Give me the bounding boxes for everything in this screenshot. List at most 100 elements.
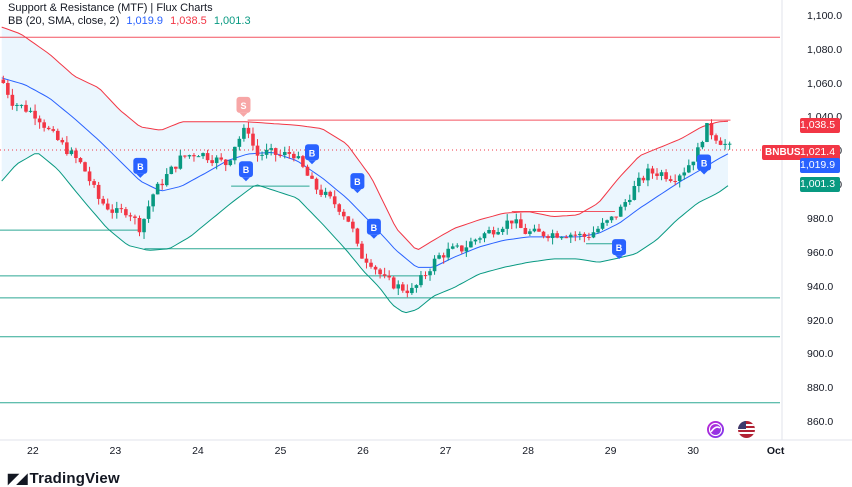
buy-signal-marker: B [350, 173, 365, 194]
candle-body [233, 146, 237, 161]
date-tick-label: 22 [27, 445, 39, 457]
candle-body [96, 184, 101, 199]
date-tick-label: 28 [522, 445, 534, 457]
candle-body [205, 153, 210, 161]
bollinger-legend: BB (20, SMA, close, 2) 1,019.9 1,038.5 1… [8, 15, 251, 28]
date-tick-label: 23 [109, 445, 122, 457]
candle-body [305, 166, 310, 176]
signal-markers: B S B B B B B B [133, 96, 712, 260]
signal-box [238, 161, 253, 178]
candle-body [655, 173, 659, 176]
tradingview-logo-icon: ◤◢ [8, 470, 27, 486]
date-tick-label: 25 [274, 445, 287, 457]
candle-body [282, 152, 287, 156]
candle-body [582, 233, 587, 237]
candle-body [632, 186, 637, 200]
candle-body [346, 216, 351, 222]
candle-body [714, 135, 718, 141]
buy-signal-marker: B [366, 218, 381, 239]
candle-body [301, 156, 305, 167]
candle-body [323, 191, 328, 195]
candle-body [473, 239, 478, 242]
date-tick-label: 30 [687, 445, 700, 457]
candle-body [686, 165, 691, 173]
bollinger-label: BB (20, SMA, close, 2) [8, 15, 120, 27]
candle-body [178, 155, 183, 169]
candle-body [51, 129, 56, 131]
candle-body [196, 156, 201, 158]
candle-body [496, 232, 500, 235]
candle-body [568, 234, 573, 238]
candle-body [251, 133, 255, 146]
candle-body [110, 209, 115, 213]
signal-box [236, 96, 251, 113]
candle-body [600, 222, 605, 229]
candle-body [192, 155, 196, 157]
candle-body [596, 228, 600, 233]
candle-body [33, 110, 37, 119]
candle-body [523, 227, 528, 234]
candle-body [87, 171, 92, 182]
bollinger-basis-line [1, 77, 729, 268]
candle-body [541, 231, 546, 237]
candle-body [292, 153, 296, 159]
candle-body [55, 130, 60, 140]
candle-body [519, 219, 523, 228]
us-flag-icon[interactable] [738, 421, 755, 438]
candle-body [174, 166, 178, 169]
candle-body [609, 216, 614, 221]
price-tick-label: 980.0 [807, 213, 834, 225]
signal-label: B [616, 243, 623, 253]
price-tick-label: 880.0 [807, 382, 834, 395]
candle-body [668, 179, 673, 182]
date-tick-label: 27 [439, 445, 452, 457]
candle-body [432, 258, 437, 272]
signal-pointer [308, 160, 316, 165]
candle-body [709, 123, 714, 136]
candle-body [514, 219, 519, 224]
candle-body [78, 158, 83, 163]
candle-body [705, 123, 709, 142]
candle-body [727, 143, 732, 145]
candle-body [24, 104, 28, 112]
candle-body [119, 208, 124, 210]
candle-body [677, 175, 682, 182]
candle-body [646, 168, 650, 181]
signal-label: B [137, 162, 144, 172]
candle-body [319, 189, 323, 195]
candle-body [151, 194, 155, 207]
candle-body [618, 206, 623, 217]
candle-body [723, 143, 727, 145]
signal-box [133, 157, 148, 174]
candle-body [328, 191, 332, 197]
candle-body [464, 247, 469, 252]
candle-body [509, 220, 514, 224]
candle-body [382, 274, 387, 276]
candle-body [137, 217, 142, 233]
candle-body [242, 127, 246, 139]
indicator-title: Support & Resistance (MTF) | Flux Charts [8, 2, 213, 14]
candle-body [15, 104, 19, 106]
signal-box [305, 144, 319, 161]
tradingview-logo[interactable]: ◤◢ TradingView [8, 470, 120, 487]
candle-body [219, 157, 224, 160]
candle-body [278, 154, 283, 156]
signal-label: B [309, 148, 316, 158]
candle-body [555, 233, 559, 238]
candle-body [128, 215, 133, 217]
price-tick-label: 900.0 [807, 348, 834, 361]
date-tick-label: 24 [192, 445, 204, 457]
candle-body [287, 152, 292, 154]
signal-box [366, 218, 381, 235]
candle-body [105, 203, 110, 210]
candle-body [351, 221, 355, 229]
candle-body [83, 162, 87, 172]
price-tick-label: 1,060.0 [807, 77, 843, 90]
candle-body [69, 150, 74, 155]
candle-body [355, 228, 360, 244]
buy-signal-marker: B [305, 144, 319, 165]
indicator-icon[interactable] [707, 421, 724, 438]
candle-body [578, 233, 582, 236]
tradingview-wordmark: TradingView [29, 470, 120, 487]
